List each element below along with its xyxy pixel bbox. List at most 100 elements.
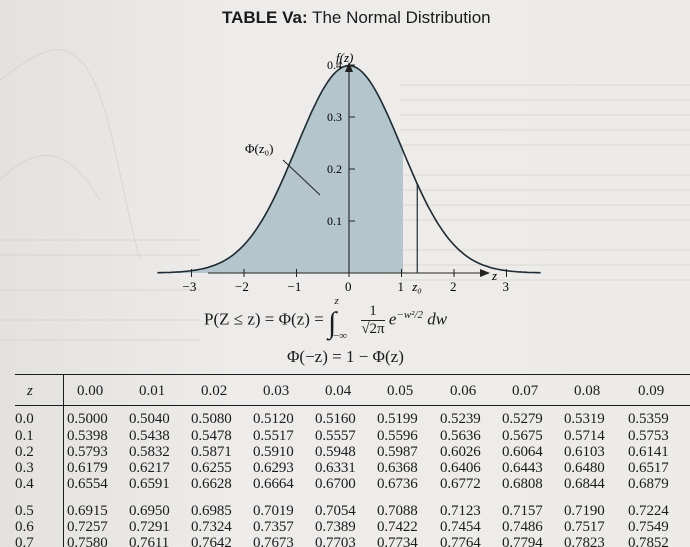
table-cell: 0.6331 (315, 460, 356, 476)
row-z-value: 0.2 (15, 444, 34, 460)
table-cell: 0.5793 (67, 444, 108, 460)
y-tick-label: 0.4 (327, 58, 342, 72)
integral-sign: ∫ (328, 306, 337, 340)
table-cell: 0.7257 (67, 519, 108, 535)
table-cell: 0.7703 (315, 535, 356, 547)
fraction: 1 √2π (361, 303, 385, 338)
table-cell: 0.5398 (67, 428, 108, 444)
table-cell: 0.7157 (502, 503, 543, 519)
header-col: 0.03 (263, 383, 290, 399)
table-cell: 0.6950 (129, 503, 170, 519)
table-cell: 0.7389 (315, 519, 356, 535)
table-cell: 0.6772 (440, 476, 481, 492)
table-cell: 0.5359 (628, 411, 669, 427)
table-cell: 0.6103 (564, 444, 605, 460)
header-col: 0.09 (638, 383, 665, 399)
table-cell: 0.6255 (191, 460, 232, 476)
header-col: 0.06 (450, 383, 477, 399)
table-cell: 0.5675 (502, 428, 543, 444)
exp-base: e (388, 309, 397, 329)
table-cell: 0.6915 (67, 503, 108, 519)
y-tick-label: 0.3 (327, 110, 342, 124)
table-cell: 0.7123 (440, 503, 481, 519)
header-col: 0.01 (139, 383, 166, 399)
table-cell: 0.5948 (315, 444, 356, 460)
x-axis-arrow (480, 269, 490, 277)
table-cell: 0.7454 (440, 519, 481, 535)
table-cell: 0.6554 (67, 476, 108, 492)
table-cell: 0.7019 (253, 503, 294, 519)
x-tick-label: −2 (235, 279, 249, 294)
table-cell: 0.7611 (129, 535, 170, 547)
table-cell: 0.7486 (502, 519, 543, 535)
table-cell: 0.7054 (315, 503, 356, 519)
table-cell: 0.5832 (129, 444, 170, 460)
table-cell: 0.6879 (628, 476, 669, 492)
table-cell: 0.5753 (628, 428, 669, 444)
table-cell: 0.6293 (253, 460, 294, 476)
row-z-value: 0.6 (15, 519, 34, 535)
y-axis-label: f(z) (336, 50, 353, 65)
x-tick-label: −1 (288, 279, 302, 294)
y-axis-arrow (345, 62, 353, 72)
table-cell: 0.7190 (564, 503, 605, 519)
table-cell: 0.5987 (377, 444, 418, 460)
table-title: TABLE Va: The Normal Distribution (222, 8, 491, 28)
table-cell: 0.5040 (129, 411, 170, 427)
table-cell: 0.5517 (253, 428, 294, 444)
header-col: 0.07 (512, 383, 539, 399)
table-cell: 0.6844 (564, 476, 605, 492)
table-cell: 0.5160 (315, 411, 356, 427)
callout-line (282, 159, 321, 196)
table-cell: 0.5239 (440, 411, 481, 427)
z-column-rule (63, 375, 64, 547)
table-cell: 0.6591 (129, 476, 170, 492)
table-cell: 0.5199 (377, 411, 418, 427)
x-tick-label: 0 (345, 279, 352, 294)
table-cell: 0.5000 (67, 411, 108, 427)
table-cell: 0.5319 (564, 411, 605, 427)
table-cell: 0.6700 (315, 476, 356, 492)
header-col: 0.05 (387, 383, 414, 399)
table-cell: 0.5557 (315, 428, 356, 444)
table-cell: 0.7357 (253, 519, 294, 535)
row-z-value: 0.1 (15, 428, 34, 444)
page-bleed-through (0, 49, 690, 341)
table-cell: 0.5636 (440, 428, 481, 444)
table-cell: 0.5080 (191, 411, 232, 427)
x-tick-label: −3 (183, 279, 197, 294)
integral-lower-limit: −∞ (333, 329, 348, 342)
table-header-row: z 0.00 0.01 0.02 0.03 0.04 0.05 0.06 0.07 0.08 0.0… (15, 375, 690, 406)
table-cell: 0.7549 (628, 519, 669, 535)
table-cell: 0.7734 (377, 535, 418, 547)
table-cell: 0.7673 (253, 535, 294, 547)
table-cell: 0.6026 (440, 444, 481, 460)
table-label: TABLE Va: (222, 8, 308, 27)
table-cell: 0.7291 (129, 519, 170, 535)
exponent: −w²/2 (396, 308, 424, 321)
table-cell: 0.5910 (253, 444, 294, 460)
table-cell: 0.6406 (440, 460, 481, 476)
z0-tick-label: z₀ (411, 279, 422, 294)
cdf-formula: P(Z ≤ z) = Φ(z) = ∫ z −∞ 1 √2π e−w²/2 dw (204, 295, 447, 342)
normal-table: z 0.00 0.01 0.02 0.03 0.04 0.05 0.06 0.07 0.08 0.0… (15, 374, 690, 547)
fraction-denominator: √2π (361, 321, 385, 337)
table-cell: 0.7764 (440, 535, 481, 547)
table-cell: 0.6985 (191, 503, 232, 519)
x-axis-label: z (491, 268, 497, 283)
row-z-value: 0.0 (15, 411, 34, 427)
table-cell: 0.6179 (67, 460, 108, 476)
y-tick-label: 0.2 (327, 162, 342, 176)
table-cell: 0.7823 (564, 535, 605, 547)
fraction-numerator: 1 (361, 303, 385, 321)
table-cell: 0.5596 (377, 428, 418, 444)
row-z-value: 0.3 (15, 460, 34, 476)
table-cell: 0.7422 (377, 519, 418, 535)
table-cell: 0.6664 (253, 476, 294, 492)
header-col: 0.00 (77, 383, 104, 399)
x-tick-label: 3 (503, 279, 510, 294)
table-cell: 0.6628 (191, 476, 232, 492)
table-cell: 0.6443 (502, 460, 543, 476)
integral-upper-limit: z (334, 294, 339, 307)
